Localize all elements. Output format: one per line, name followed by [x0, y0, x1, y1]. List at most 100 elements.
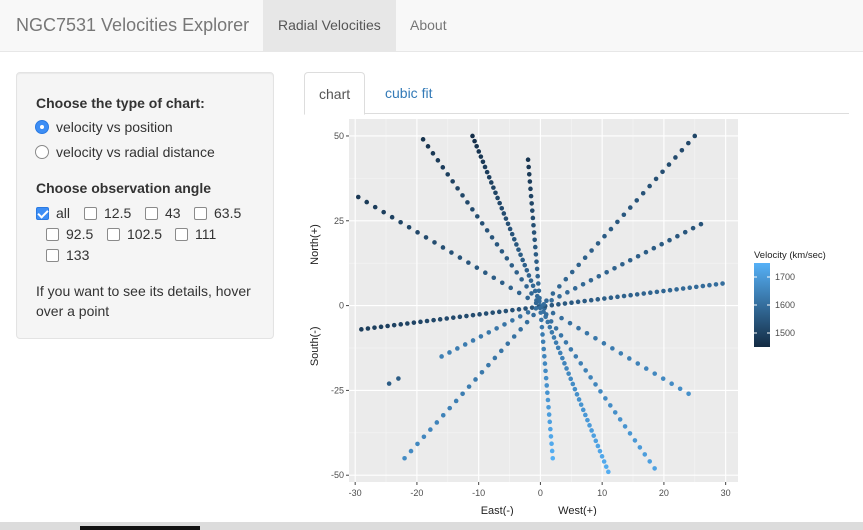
data-point	[537, 305, 543, 311]
data-point	[549, 330, 555, 335]
data-point	[529, 305, 535, 310]
radio-selected-icon[interactable]	[35, 120, 49, 134]
nav-about[interactable]: About	[410, 17, 447, 33]
checkbox-icon[interactable]	[107, 227, 120, 241]
tab-chart[interactable]: chart	[304, 72, 366, 115]
data-point	[447, 405, 453, 411]
checkbox-icon[interactable]	[145, 206, 158, 220]
data-point	[544, 298, 549, 303]
data-point	[536, 288, 542, 294]
radio-unselected-icon[interactable]	[35, 145, 49, 159]
data-point	[457, 314, 463, 320]
data-point	[525, 157, 531, 163]
data-point	[439, 354, 444, 359]
data-point	[568, 347, 574, 352]
data-point	[528, 278, 534, 283]
data-point	[588, 375, 593, 380]
checkbox-icon[interactable]	[46, 227, 59, 241]
app-title[interactable]: NGC7531 Velocities Explorer	[16, 15, 250, 35]
checkbox-icon[interactable]	[194, 206, 207, 220]
data-point	[470, 133, 475, 139]
checkbox-angle-12-5[interactable]: 12.5	[84, 204, 131, 222]
data-point	[541, 302, 547, 307]
data-point	[477, 312, 482, 317]
data-point	[497, 200, 502, 206]
tab-cubic-fit[interactable]: cubic fit	[385, 85, 433, 101]
data-point	[420, 137, 426, 142]
y-tick-label: 50	[334, 131, 344, 141]
radio-velocity-vs-position[interactable]: velocity vs position	[35, 117, 173, 137]
data-point	[576, 262, 581, 268]
data-point	[499, 280, 505, 286]
data-point	[465, 200, 470, 205]
checkbox-icon[interactable]	[175, 227, 188, 241]
data-point	[478, 154, 484, 159]
data-point	[568, 376, 574, 382]
data-point	[492, 355, 498, 361]
data-point	[435, 158, 441, 163]
checkbox-angle-all[interactable]: all	[36, 204, 70, 222]
data-point	[527, 179, 533, 184]
radio-velocity-vs-radial-distance[interactable]: velocity vs radial distance	[35, 142, 215, 162]
checkbox-checked-icon[interactable]	[36, 206, 49, 220]
data-point	[669, 381, 674, 387]
data-point	[563, 340, 569, 345]
checkbox-label: 102.5	[127, 226, 163, 242]
data-point	[589, 248, 594, 253]
velocity-chart: -30 -20 -10 0 10 20 30 -50 -25 0 25 50 East(-) West(+…	[304, 114, 849, 517]
data-point	[595, 297, 601, 302]
data-point	[546, 404, 551, 410]
x-tick-label: -30	[349, 488, 362, 498]
legend-tick-label: 1600	[775, 300, 795, 310]
data-point	[564, 366, 569, 371]
data-point	[505, 221, 511, 227]
data-point	[648, 290, 653, 295]
checkbox-angle-43[interactable]: 43	[145, 204, 181, 222]
navbar: NGC7531 Velocities Explorer Radial Veloc…	[0, 0, 863, 52]
checkbox-icon[interactable]	[46, 248, 59, 262]
checkbox-angle-63-5[interactable]: 63.5	[194, 204, 241, 222]
angle-label: Choose observation angle	[36, 180, 212, 196]
data-point	[523, 306, 528, 311]
data-point	[518, 327, 523, 332]
data-point	[637, 445, 643, 450]
checkbox-angle-92-5[interactable]: 92.5	[46, 225, 93, 243]
data-point	[440, 412, 446, 418]
data-point	[700, 283, 706, 289]
data-point	[494, 326, 499, 331]
data-point	[437, 317, 443, 322]
data-point	[601, 459, 607, 464]
data-point	[578, 402, 584, 407]
data-point	[598, 389, 603, 394]
data-point	[595, 443, 601, 449]
data-point	[542, 354, 547, 359]
data-point	[524, 268, 530, 273]
nav-radial-velocities[interactable]: Radial Velocities	[263, 0, 396, 51]
data-point	[551, 335, 557, 340]
data-point	[528, 193, 534, 199]
checkbox-angle-133[interactable]: 133	[46, 246, 89, 264]
data-point	[491, 185, 496, 190]
velocity-scatter-plot: -30 -20 -10 0 10 20 30 -50 -25 0 25 50 East(-) West(+…	[309, 119, 826, 517]
checkbox-icon[interactable]	[84, 206, 97, 220]
data-point	[378, 324, 384, 330]
data-point	[499, 249, 505, 254]
data-point	[618, 351, 624, 356]
data-point	[474, 143, 479, 149]
data-point	[651, 245, 657, 251]
checkbox-label: 63.5	[214, 205, 242, 221]
checkbox-angle-111[interactable]: 111	[175, 225, 216, 243]
data-point	[536, 281, 541, 286]
data-point	[567, 320, 573, 326]
y-axis-label-north: North(+)	[309, 224, 321, 265]
data-point	[531, 230, 537, 235]
data-point	[470, 312, 476, 318]
data-point	[549, 441, 554, 446]
data-point	[548, 319, 554, 324]
data-point	[391, 322, 397, 328]
data-point	[460, 193, 465, 198]
data-point	[415, 441, 420, 447]
legend-title: Velocity (km/sec)	[754, 250, 826, 261]
data-point	[627, 356, 632, 361]
checkbox-angle-102-5[interactable]: 102.5	[107, 225, 162, 243]
